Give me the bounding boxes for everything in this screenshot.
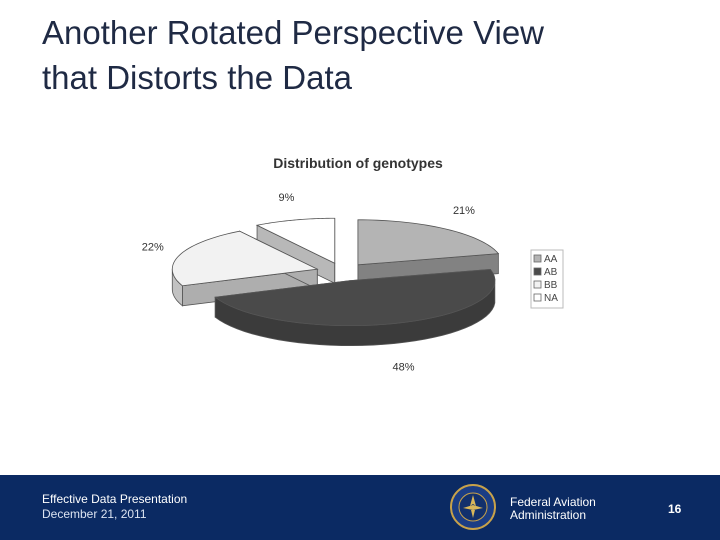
slide-title-line-2: that Distorts the Data	[42, 59, 352, 96]
chart-title: Distribution of genotypes	[273, 155, 443, 171]
faa-seal-logo	[450, 484, 496, 530]
legend-swatch-na	[533, 293, 542, 302]
pie-slices	[171, 217, 500, 347]
pie-chart: Distribution of genotypes 9% 21% 22% 48% AA…	[142, 155, 564, 373]
value-label-na: 9%	[279, 192, 295, 204]
legend-label-aa: AA	[544, 254, 558, 265]
agency-name: Federal Aviation Administration	[510, 496, 596, 522]
legend-item-bb: BB	[533, 280, 558, 291]
agency-line-2: Administration	[510, 508, 587, 522]
legend-item-ab: AB	[533, 267, 558, 278]
presentation-name: Effective Data Presentation	[42, 492, 188, 506]
chart-legend: AA AB BB NA	[530, 249, 564, 309]
legend-label-bb: BB	[544, 280, 558, 291]
value-label-ab: 48%	[392, 361, 414, 373]
footer-bar: Effective Data Presentation December 21,…	[0, 475, 720, 540]
presentation-date: December 21, 2011	[42, 507, 147, 521]
page-number: 16	[668, 502, 682, 516]
legend-item-aa: AA	[533, 254, 558, 265]
legend-swatch-ab	[533, 267, 542, 276]
legend-swatch-aa	[533, 254, 542, 263]
legend-label-na: NA	[544, 293, 558, 304]
legend-swatch-bb	[533, 280, 542, 289]
pie-value-labels: 9% 21% 22% 48%	[142, 192, 475, 373]
pie-slice-ab	[214, 269, 496, 347]
agency-line-1: Federal Aviation	[510, 495, 596, 509]
slide-title: Another Rotated Perspective View that Di…	[42, 10, 682, 100]
value-label-aa: 21%	[453, 205, 475, 217]
legend-label-ab: AB	[544, 267, 558, 278]
value-label-bb: 22%	[142, 241, 164, 253]
pie-slice-bb	[171, 230, 319, 307]
legend-item-na: NA	[533, 293, 558, 304]
slide-title-line-1: Another Rotated Perspective View	[42, 14, 545, 51]
footer-info: Effective Data Presentation December 21,…	[42, 492, 187, 522]
